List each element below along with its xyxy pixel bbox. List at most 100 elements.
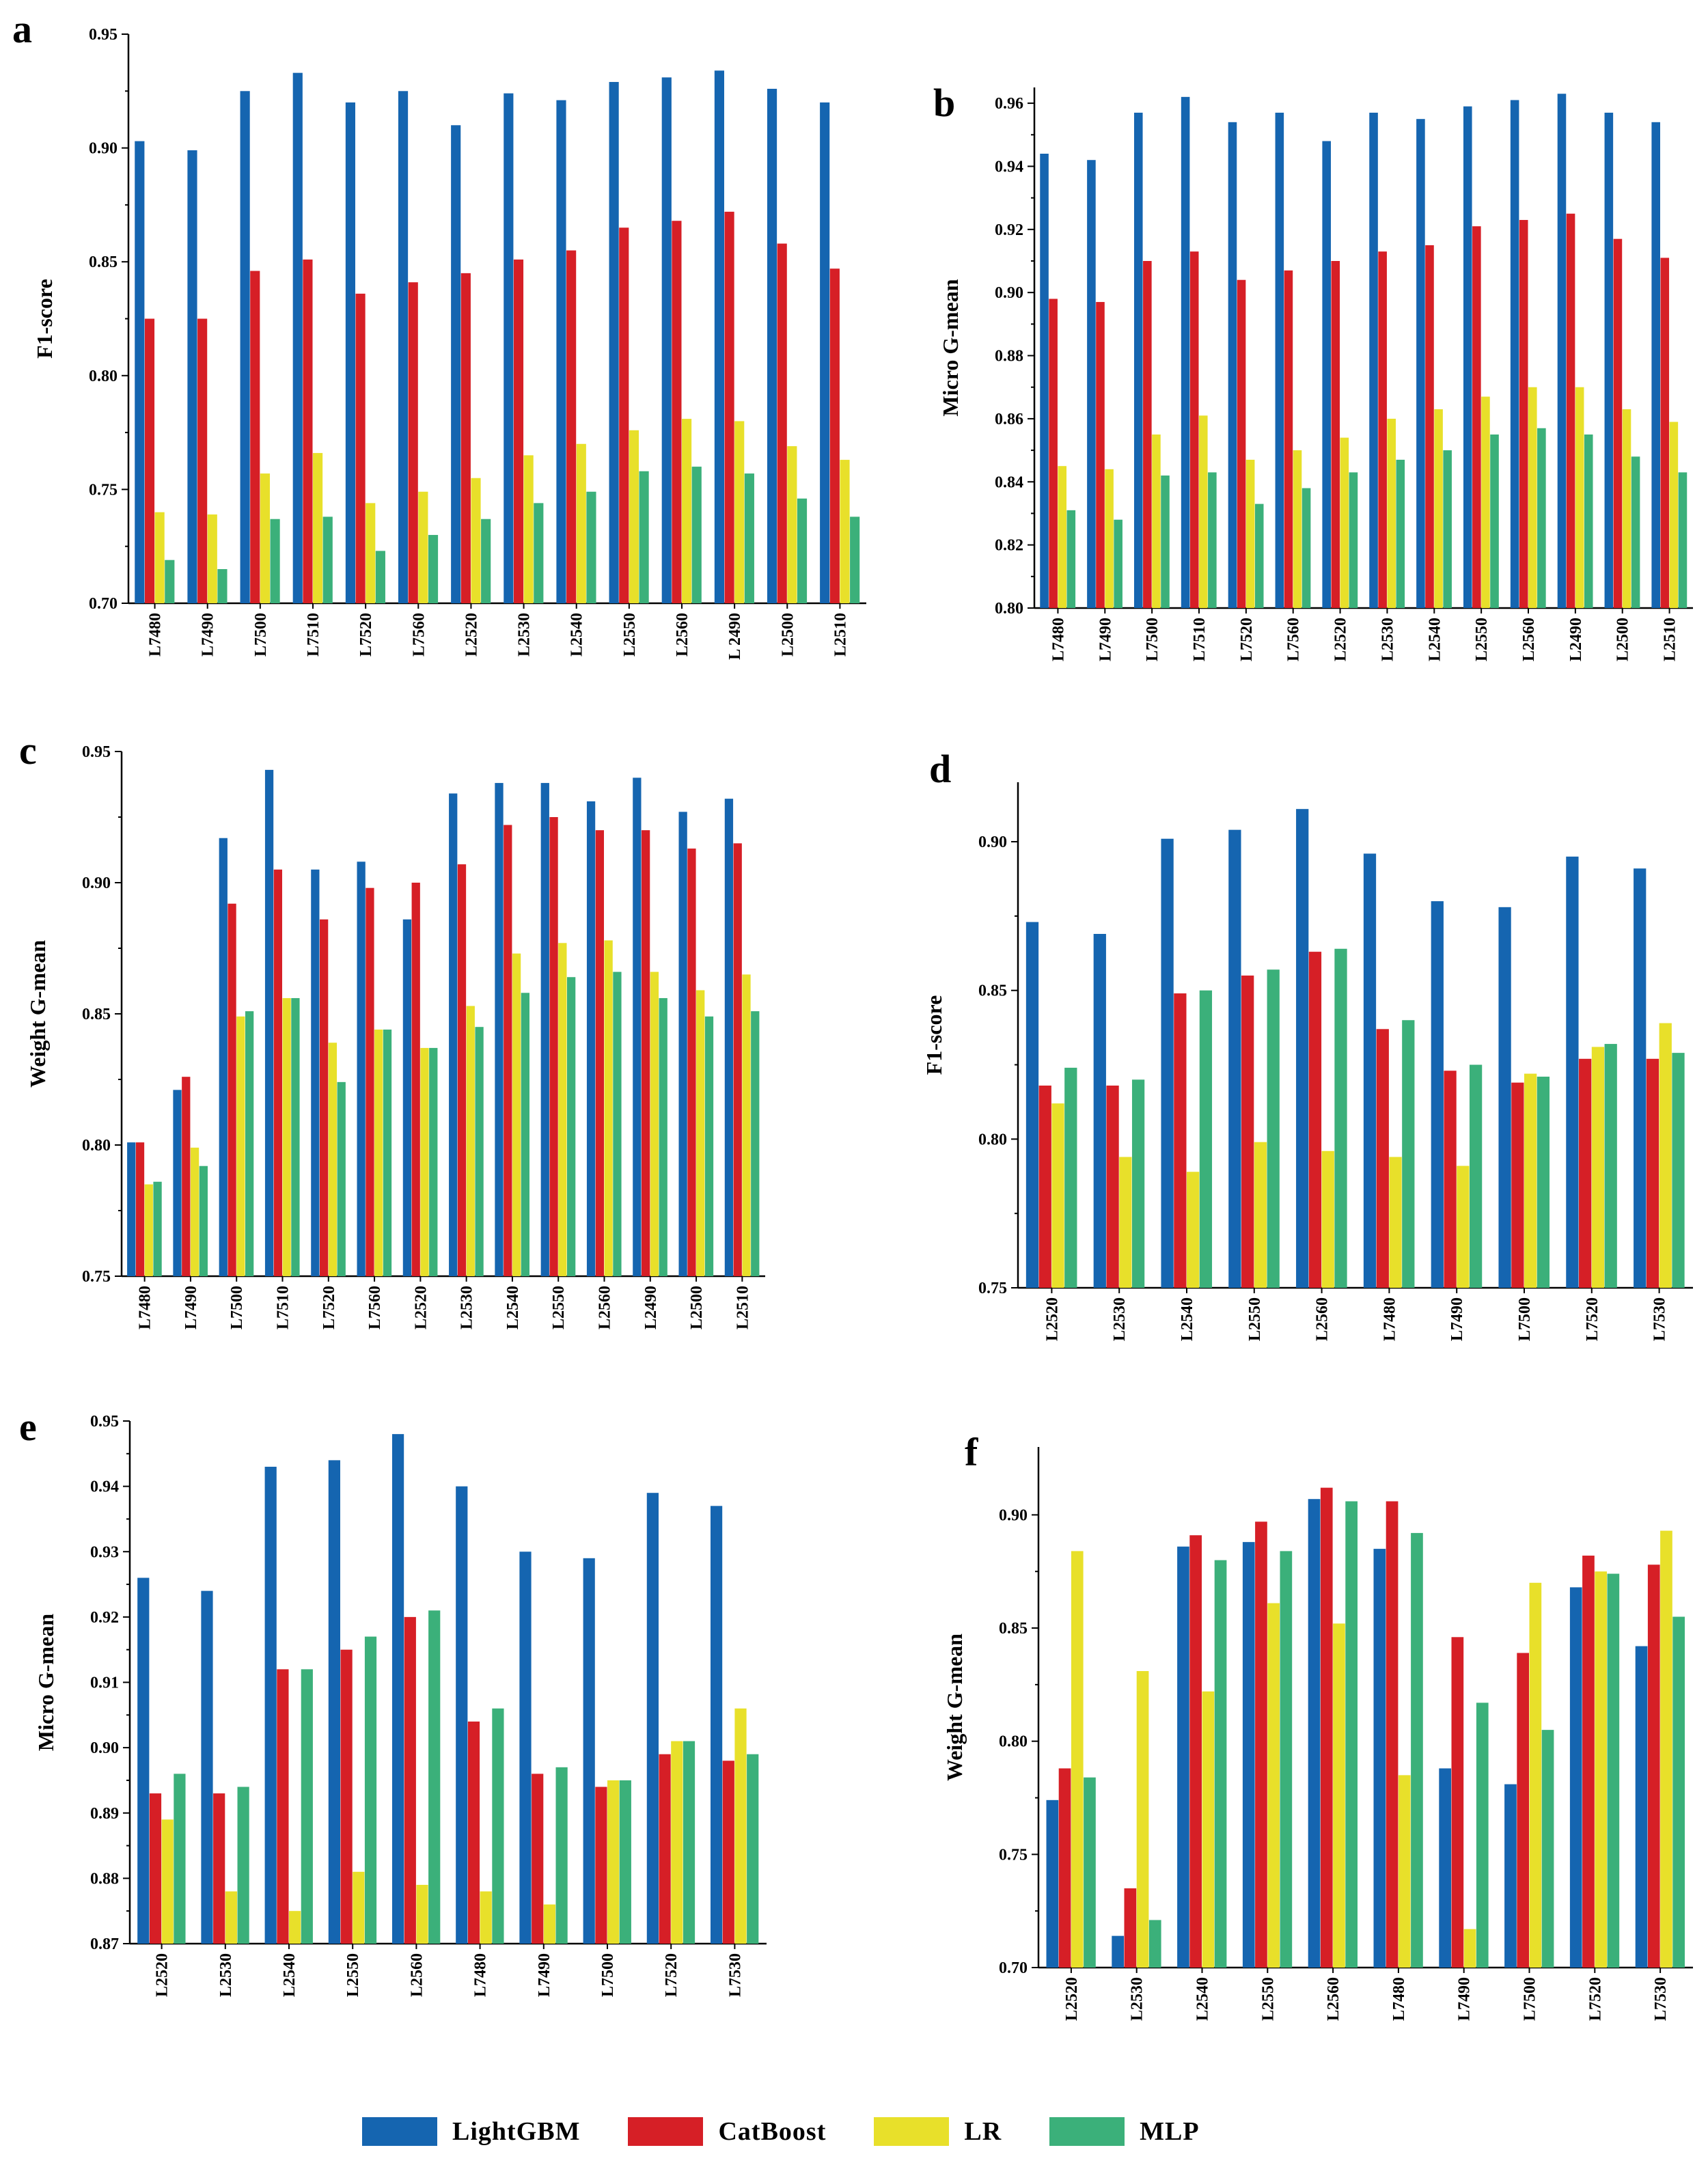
x-tick-label: L2540 [568,613,586,657]
bar-catboost-l7510 [303,259,313,603]
y-tick-label: 0.82 [995,537,1023,555]
bar-lr-l7500 [607,1780,620,1944]
bar-mlp-l2560 [613,971,622,1276]
legend-item-lr: LR [874,2116,1002,2147]
bar-lightgbm-l7490 [519,1552,532,1944]
bar-lr-l2520 [471,478,481,603]
x-tick-label: L2510 [1662,618,1679,661]
x-tick-label: L2520 [1063,1977,1081,2021]
x-tick-label: L2530 [516,613,534,657]
bar-lightgbm-l2520 [1046,1799,1059,1968]
bar-mlp-l7500 [619,1780,631,1944]
legend-label-mlp: MLP [1140,2117,1200,2146]
bar-catboost-l2500 [1613,238,1623,608]
bar-mlp-l7500 [245,1011,254,1276]
x-tick-label: L2550 [550,1286,568,1329]
bar-lightgbm-l2540 [556,100,566,603]
bar-mlp-l2530 [1396,459,1405,608]
bar-lr-l7510 [1199,415,1208,608]
bar-catboost-l2550 [1241,975,1254,1288]
bar-mlp-l7490 [217,569,228,603]
bar-catboost-l2530 [1106,1086,1119,1288]
bar-lr-l2510 [840,460,850,603]
bar-mlp-l7510 [322,516,333,603]
bar-catboost-l2540 [1189,1535,1202,1968]
y-tick-label: 0.75 [999,1846,1028,1864]
bar-catboost-l7480 [1386,1501,1399,1968]
bar-lightgbm-l7490 [187,150,197,603]
panel-e: e 0.87 0.88 0.89 0.90 0.91 0.92 0.93 0.94 0.95 Mic… [19,1405,767,1997]
y-tick-label: 0.80 [978,1131,1007,1148]
bar-catboost-l2560 [1519,219,1528,609]
bar-mlp-l7520 [1254,504,1264,608]
y-tick-label: 0.80 [89,368,118,385]
bar-mlp-l2500 [797,498,808,603]
bar-mlp-l7480 [1402,1020,1415,1288]
bar-lightgbm-l7520 [345,102,355,603]
x-tick-label: L2520 [412,1286,430,1329]
bar-lr-l2490 [650,971,659,1276]
x-tick-label: L7560 [1285,618,1303,661]
bar-catboost-l2550 [1472,226,1481,608]
bar-catboost-l7500 [595,1787,607,1944]
x-tick-label: L2560 [1325,1977,1342,2021]
bar-mlp-l2520 [429,1047,438,1276]
bar-lightgbm-l7510 [292,72,303,603]
x-tick-label: L7500 [599,1953,617,1997]
bar-lr-l2520 [161,1819,174,1944]
panel-a: a 0.70 0.75 0.80 0.85 0.90 0.95 F1-score L7480 L7… [12,7,866,660]
bar-mlp-l7520 [1604,1044,1617,1288]
bar-lr-l7520 [1591,1047,1605,1288]
x-tick-label: L2510 [831,613,849,657]
bar-lr-l7490 [543,1904,556,1944]
legend-label-lr: LR [964,2117,1002,2146]
bar-catboost-l2520 [149,1793,162,1944]
x-tick-label: L7510 [1191,618,1209,661]
x-tick-label: L7490 [1448,1297,1466,1341]
bar-lightgbm-l2510 [1651,122,1660,609]
bar-lightgbm-l2500 [1604,112,1614,608]
y-tick-label: 0.95 [89,26,118,44]
bar-lr-l2530 [523,455,534,603]
bar-catboost-l2510 [733,843,742,1276]
bar-catboost-l7500 [1517,1653,1529,1968]
bar-catboost-l7490 [1096,302,1105,608]
bar-lightgbm-l2500 [678,812,687,1276]
bar-lr-l2520 [420,1047,429,1276]
x-tick-label: L2530 [1379,618,1396,661]
legend-item-mlp: MLP [1049,2116,1199,2147]
bar-lr-l2560 [416,1884,428,1944]
x-tick-label: L2540 [1179,1297,1196,1341]
x-tick-label: L2560 [1314,1297,1332,1341]
bar-catboost-l2540 [566,250,577,603]
bar-catboost-l7560 [408,282,418,603]
bar-catboost-l2520 [460,273,471,603]
bar-catboost-l2490 [642,830,650,1276]
bar-catboost-l7510 [273,869,282,1276]
bar-lightgbm-l7500 [1133,112,1143,608]
bar-mlp-l7490 [1469,1064,1483,1288]
bar-mlp-l7480 [153,1181,162,1276]
legend-label-lightgbm: LightGBM [452,2117,581,2146]
y-axis-title: Micro G-mean [33,1614,58,1751]
bar-lightgbm-l7490 [1431,901,1444,1288]
bar-catboost-l2560 [595,830,604,1276]
x-tick-label: L7500 [228,1286,246,1329]
bar-lr-l2520 [1051,1103,1064,1288]
bar-catboost-l2560 [404,1616,416,1944]
bar-lr-l2530 [466,1006,475,1276]
bar-lightgbm-l7510 [1181,96,1190,609]
bar-lr-l2540 [289,1911,301,1944]
panel-d: d 0.75 0.80 0.85 0.90 F1-score L2520 L2530 L2540… [922,747,1693,1341]
bar-catboost-l2520 [411,883,420,1276]
y-tick-label: 0.92 [90,1609,119,1627]
x-tick-label: L7520 [320,1286,338,1329]
bar-catboost-l7520 [1582,1556,1595,1968]
bar-lr-l2540 [1434,409,1443,608]
bar-mlp-l2550 [639,471,649,603]
legend-swatch-lightgbm [362,2117,437,2146]
bar-mlp-l2490 [1584,435,1593,608]
bar-catboost-l7490 [197,318,208,603]
bar-catboost-l7530 [1647,1564,1660,1968]
